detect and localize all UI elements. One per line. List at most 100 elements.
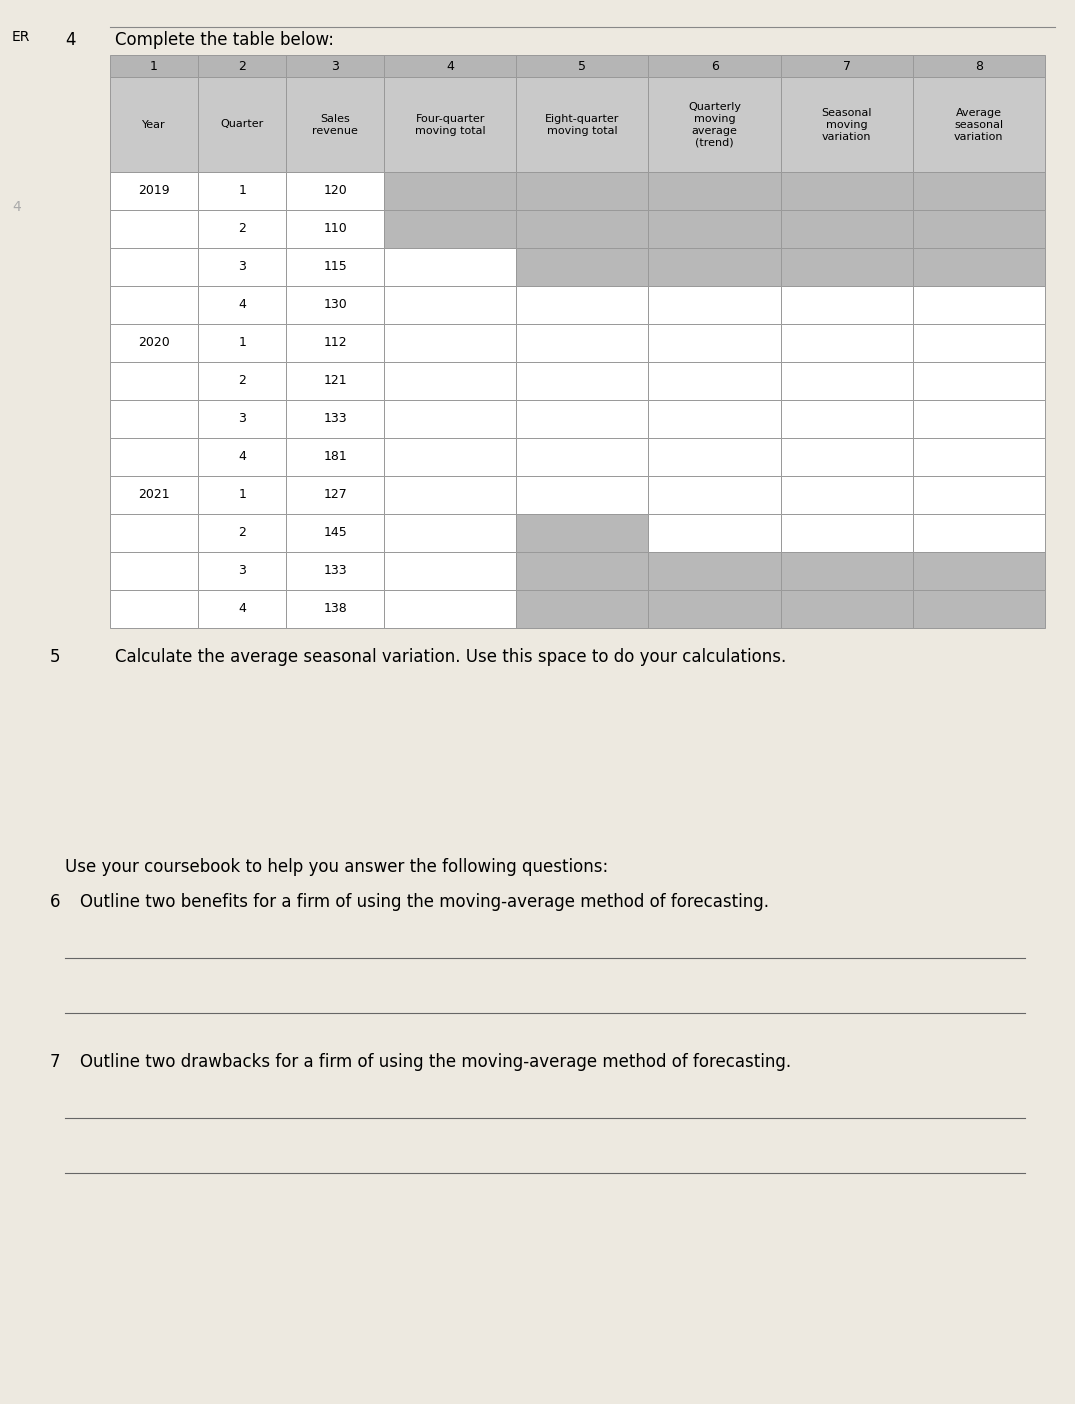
Bar: [286, 55, 384, 77]
Bar: [384, 173, 516, 211]
Bar: [913, 286, 1045, 324]
Bar: [913, 324, 1045, 362]
Text: 5: 5: [51, 649, 60, 665]
Text: 4: 4: [239, 451, 246, 463]
Bar: [384, 362, 516, 400]
Bar: [198, 476, 286, 514]
Text: Outline two drawbacks for a firm of using the moving-average method of forecasti: Outline two drawbacks for a firm of usin…: [80, 1053, 791, 1071]
Bar: [648, 362, 780, 400]
Text: 3: 3: [331, 59, 339, 73]
Text: 1: 1: [151, 59, 158, 73]
Bar: [648, 249, 780, 286]
Text: 130: 130: [324, 299, 347, 312]
Text: 1: 1: [239, 337, 246, 350]
Bar: [780, 211, 913, 249]
Bar: [516, 324, 648, 362]
Bar: [913, 211, 1045, 249]
Text: 115: 115: [324, 261, 347, 274]
Bar: [198, 362, 286, 400]
Bar: [198, 211, 286, 249]
Bar: [913, 173, 1045, 211]
Bar: [198, 77, 286, 173]
Bar: [286, 211, 384, 249]
Bar: [913, 400, 1045, 438]
Bar: [110, 514, 198, 552]
Text: 2: 2: [239, 526, 246, 539]
Text: 1: 1: [239, 184, 246, 198]
Text: Sales
revenue: Sales revenue: [312, 114, 358, 136]
Text: 181: 181: [324, 451, 347, 463]
Bar: [780, 286, 913, 324]
Bar: [648, 55, 780, 77]
Text: 5: 5: [578, 59, 586, 73]
Text: Calculate the average seasonal variation. Use this space to do your calculations: Calculate the average seasonal variation…: [115, 649, 786, 665]
Bar: [913, 590, 1045, 628]
Bar: [913, 476, 1045, 514]
Text: 110: 110: [324, 222, 347, 236]
Text: 7: 7: [51, 1053, 60, 1071]
Bar: [384, 400, 516, 438]
Bar: [384, 77, 516, 173]
Bar: [516, 362, 648, 400]
Text: Quarterly
moving
average
(trend): Quarterly moving average (trend): [688, 101, 741, 147]
Bar: [198, 324, 286, 362]
Bar: [286, 400, 384, 438]
Bar: [384, 324, 516, 362]
Bar: [648, 476, 780, 514]
Text: 3: 3: [239, 413, 246, 425]
Bar: [198, 55, 286, 77]
Bar: [516, 400, 648, 438]
Bar: [286, 286, 384, 324]
Text: 8: 8: [975, 59, 983, 73]
Text: 4: 4: [239, 602, 246, 615]
Bar: [286, 514, 384, 552]
Text: Use your coursebook to help you answer the following questions:: Use your coursebook to help you answer t…: [64, 858, 608, 876]
Bar: [384, 249, 516, 286]
Text: 2: 2: [239, 222, 246, 236]
Text: 2019: 2019: [139, 184, 170, 198]
Bar: [913, 77, 1045, 173]
Bar: [198, 438, 286, 476]
Bar: [648, 324, 780, 362]
Text: Outline two benefits for a firm of using the moving-average method of forecastin: Outline two benefits for a firm of using…: [80, 893, 769, 911]
Bar: [648, 173, 780, 211]
Bar: [516, 249, 648, 286]
Bar: [286, 324, 384, 362]
Bar: [780, 249, 913, 286]
Text: 4: 4: [12, 199, 20, 213]
Bar: [286, 362, 384, 400]
Text: 1: 1: [239, 489, 246, 501]
Bar: [780, 476, 913, 514]
Bar: [286, 476, 384, 514]
Bar: [913, 552, 1045, 590]
Bar: [110, 211, 198, 249]
Bar: [648, 590, 780, 628]
Text: 133: 133: [324, 564, 347, 577]
Text: 6: 6: [711, 59, 718, 73]
Bar: [198, 514, 286, 552]
Bar: [516, 211, 648, 249]
Bar: [286, 77, 384, 173]
Text: 4: 4: [446, 59, 454, 73]
Bar: [110, 77, 198, 173]
Bar: [198, 249, 286, 286]
Bar: [516, 77, 648, 173]
Bar: [913, 438, 1045, 476]
Bar: [384, 438, 516, 476]
Bar: [110, 286, 198, 324]
Bar: [648, 438, 780, 476]
Text: 2: 2: [239, 375, 246, 388]
Text: Year: Year: [142, 119, 166, 129]
Bar: [516, 286, 648, 324]
Text: 2020: 2020: [139, 337, 170, 350]
Bar: [110, 590, 198, 628]
Bar: [648, 211, 780, 249]
Bar: [780, 77, 913, 173]
Bar: [648, 400, 780, 438]
Bar: [648, 77, 780, 173]
Bar: [384, 590, 516, 628]
Bar: [913, 362, 1045, 400]
Bar: [780, 55, 913, 77]
Bar: [110, 324, 198, 362]
Bar: [516, 514, 648, 552]
